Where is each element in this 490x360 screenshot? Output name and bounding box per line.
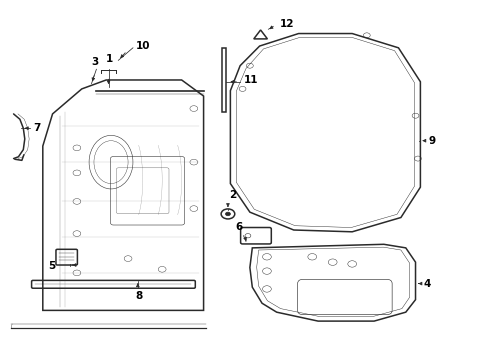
Text: 6: 6 [236, 222, 243, 232]
Text: 10: 10 [135, 41, 150, 51]
Text: 12: 12 [280, 19, 294, 29]
Text: 11: 11 [244, 75, 259, 85]
Text: 2: 2 [229, 190, 236, 200]
Text: 9: 9 [428, 136, 435, 146]
Text: 4: 4 [423, 279, 431, 289]
Text: 5: 5 [48, 261, 55, 271]
Text: 8: 8 [135, 291, 143, 301]
Text: 7: 7 [33, 123, 41, 133]
Text: 3: 3 [91, 58, 98, 67]
Text: 1: 1 [106, 54, 113, 64]
Circle shape [225, 212, 230, 216]
